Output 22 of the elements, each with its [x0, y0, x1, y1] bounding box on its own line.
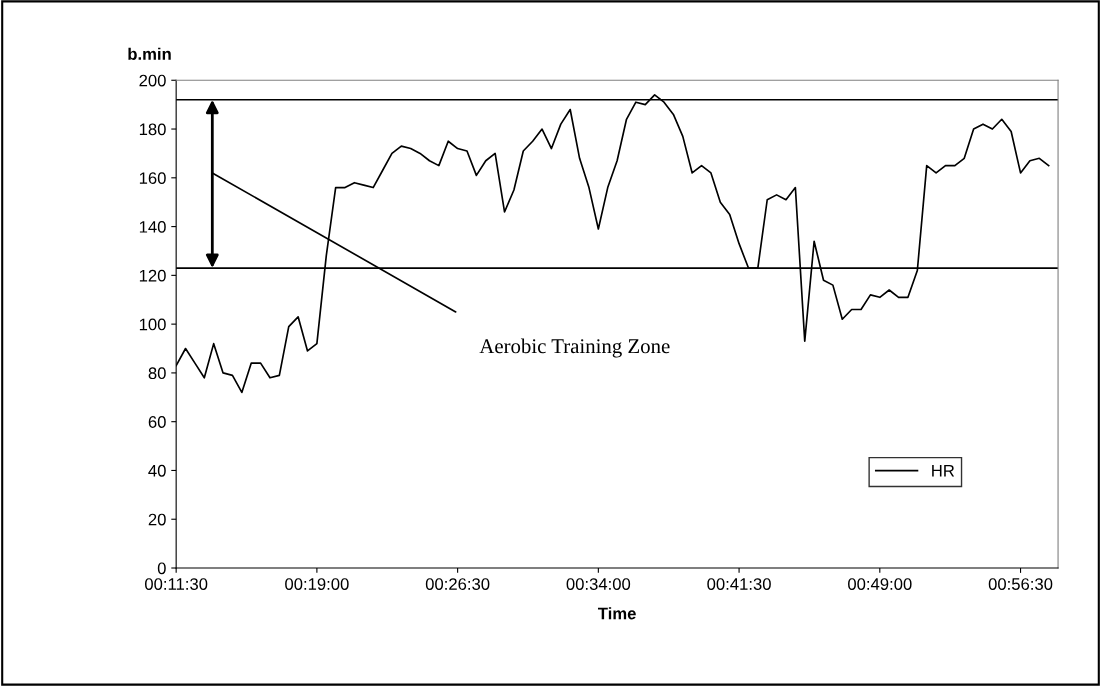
x-tick-label: 00:34:00	[566, 578, 631, 590]
y-tick-label: 160	[139, 172, 166, 185]
x-tick-label: 00:56:30	[988, 578, 1053, 590]
y-tick-label: 60	[148, 416, 166, 428]
y-tick-label: 140	[139, 220, 166, 233]
y-tick-label: 200	[139, 74, 166, 87]
legend-label: HR	[932, 464, 955, 477]
y-tick-label: 100	[139, 318, 166, 331]
y-tick-label: 80	[148, 367, 166, 380]
x-tick-label: 00:49:00	[848, 578, 912, 590]
x-tick-label: 00:26:30	[425, 578, 490, 590]
y-tick-label: 40	[148, 464, 166, 477]
y-tick-label: 0	[157, 562, 166, 575]
y-tick-label: 120	[139, 269, 166, 282]
x-tick-label: 00:11:30	[144, 578, 208, 590]
x-tick-label: 00:19:00	[285, 578, 349, 590]
y-tick-label: 180	[139, 123, 166, 136]
y-axis-title: b.min	[128, 47, 171, 60]
x-axis-title: Time	[597, 607, 636, 620]
x-tick-label: 00:41:30	[707, 578, 771, 590]
annotation: Aerobic Training Zone	[479, 338, 670, 358]
y-tick-label: 20	[148, 513, 166, 526]
